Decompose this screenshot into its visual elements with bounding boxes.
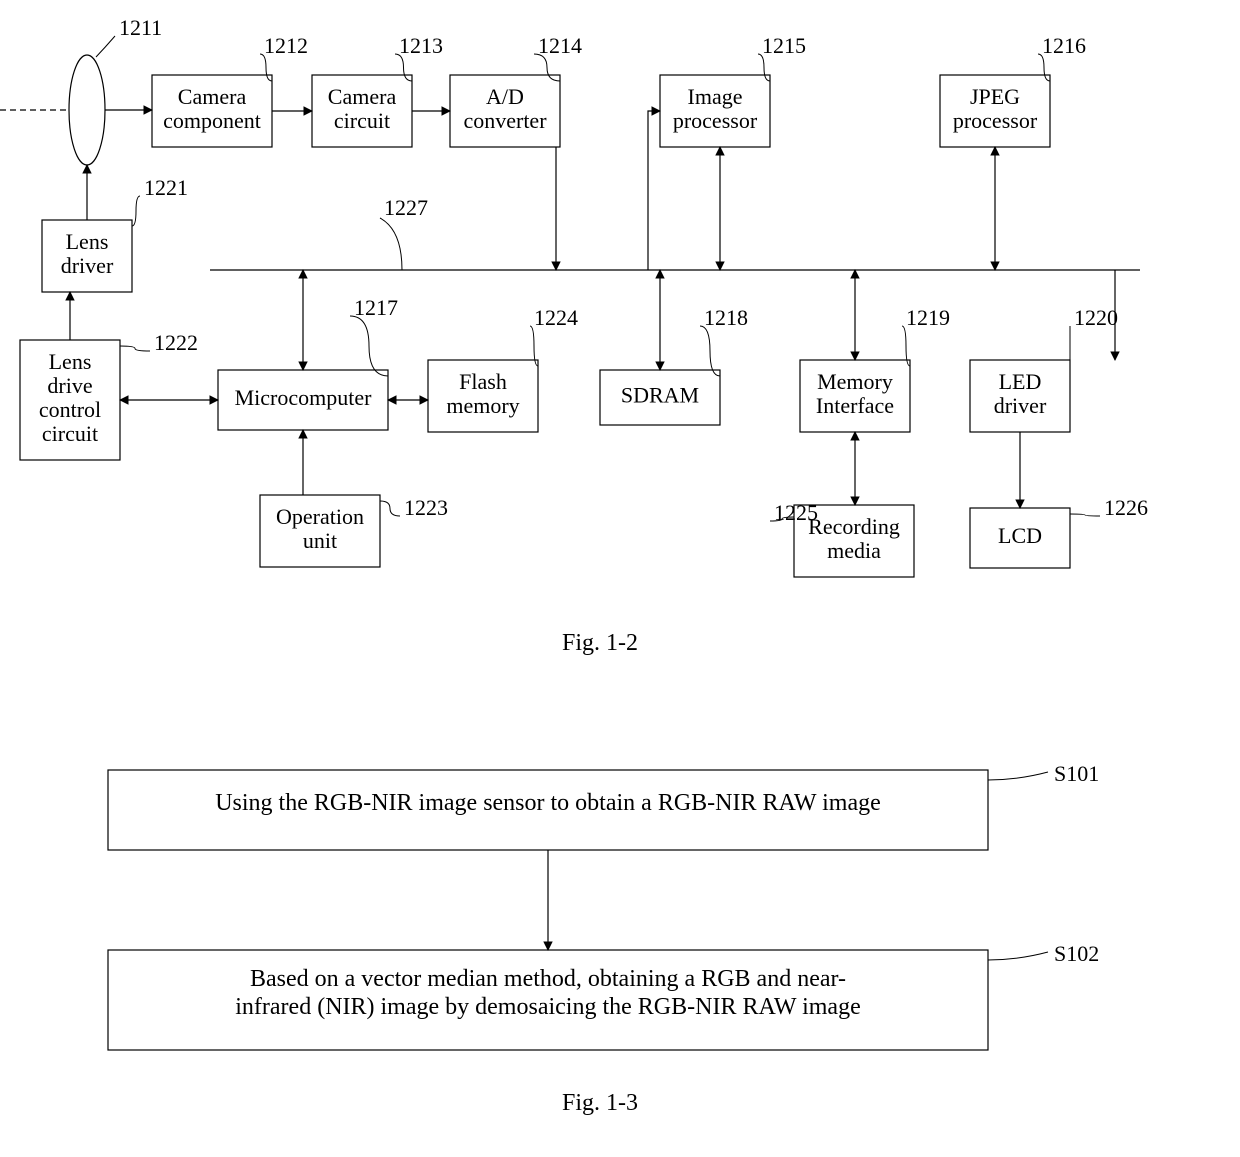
svg-text:media: media bbox=[827, 538, 881, 563]
svg-text:S101: S101 bbox=[1054, 761, 1099, 786]
fig12-caption: Fig. 1-2 bbox=[562, 630, 638, 656]
svg-text:processor: processor bbox=[953, 108, 1038, 133]
svg-text:Flash: Flash bbox=[459, 369, 507, 394]
recording-media-label: 1225 bbox=[774, 500, 818, 525]
camera-circuit-label: 1213 bbox=[399, 33, 443, 58]
svg-text:component: component bbox=[163, 108, 261, 133]
flow-step-S102-leader bbox=[988, 952, 1048, 960]
lens-driver-label: 1221 bbox=[144, 175, 188, 200]
svg-text:unit: unit bbox=[303, 528, 337, 553]
image-processor-label: 1215 bbox=[762, 33, 806, 58]
ad-converter-label: 1214 bbox=[538, 33, 582, 58]
memory-interface-label: 1219 bbox=[906, 305, 950, 330]
sdram-label: 1218 bbox=[704, 305, 748, 330]
svg-text:1227: 1227 bbox=[384, 195, 428, 220]
operation-unit-label: 1223 bbox=[404, 495, 448, 520]
fig13-caption: Fig. 1-3 bbox=[562, 1090, 638, 1116]
svg-text:Camera: Camera bbox=[328, 84, 397, 109]
svg-text:infrared (NIR) image by demosa: infrared (NIR) image by demosaicing the … bbox=[235, 994, 860, 1020]
svg-text:LCD: LCD bbox=[998, 523, 1042, 548]
svg-text:JPEG: JPEG bbox=[970, 84, 1020, 109]
svg-text:Lens: Lens bbox=[66, 229, 109, 254]
svg-text:control: control bbox=[39, 397, 101, 422]
svg-text:Camera: Camera bbox=[178, 84, 247, 109]
lens-drive-ctrl-leader bbox=[120, 346, 150, 351]
svg-text:Lens: Lens bbox=[49, 349, 92, 374]
svg-text:Operation: Operation bbox=[276, 504, 364, 529]
svg-text:circuit: circuit bbox=[42, 421, 98, 446]
svg-text:Based on a vector median metho: Based on a vector median method, obtaini… bbox=[250, 966, 846, 992]
lcd-label: 1226 bbox=[1104, 495, 1148, 520]
svg-text:circuit: circuit bbox=[334, 108, 390, 133]
lens-ellipse bbox=[69, 55, 105, 165]
diagram-root: 12111227Cameracomponent1212Cameracircuit… bbox=[0, 0, 1240, 1157]
svg-text:LED: LED bbox=[999, 369, 1042, 394]
svg-text:A/D: A/D bbox=[486, 84, 524, 109]
svg-text:Recording: Recording bbox=[808, 514, 900, 539]
svg-text:Memory: Memory bbox=[817, 369, 893, 394]
sdram-leader bbox=[700, 326, 720, 376]
svg-text:Microcomputer: Microcomputer bbox=[235, 385, 373, 410]
camera-component-label: 1212 bbox=[264, 33, 308, 58]
flow-step-S101-leader bbox=[988, 772, 1048, 780]
lens-driver-leader bbox=[132, 196, 140, 226]
flash-memory-label: 1224 bbox=[534, 305, 578, 330]
svg-text:memory: memory bbox=[446, 393, 519, 418]
operation-unit-leader bbox=[380, 501, 400, 516]
svg-text:converter: converter bbox=[463, 108, 547, 133]
microcomputer-label: 1217 bbox=[354, 295, 398, 320]
svg-text:driver: driver bbox=[994, 393, 1047, 418]
led-driver-label: 1220 bbox=[1074, 305, 1118, 330]
lens-leader bbox=[96, 36, 115, 57]
svg-text:drive: drive bbox=[47, 373, 92, 398]
microcomputer-leader bbox=[350, 316, 388, 376]
svg-text:Interface: Interface bbox=[816, 393, 894, 418]
lens-drive-ctrl-label: 1222 bbox=[154, 330, 198, 355]
svg-text:driver: driver bbox=[61, 253, 114, 278]
svg-text:S102: S102 bbox=[1054, 941, 1099, 966]
svg-text:Using the RGB-NIR image sensor: Using the RGB-NIR image sensor to obtain… bbox=[215, 790, 881, 816]
lcd-leader bbox=[1070, 514, 1100, 516]
svg-text:processor: processor bbox=[673, 108, 758, 133]
jpeg-processor-label: 1216 bbox=[1042, 33, 1086, 58]
svg-text:Image: Image bbox=[688, 84, 743, 109]
svg-text:SDRAM: SDRAM bbox=[621, 383, 699, 408]
svg-text:1211: 1211 bbox=[119, 15, 162, 40]
